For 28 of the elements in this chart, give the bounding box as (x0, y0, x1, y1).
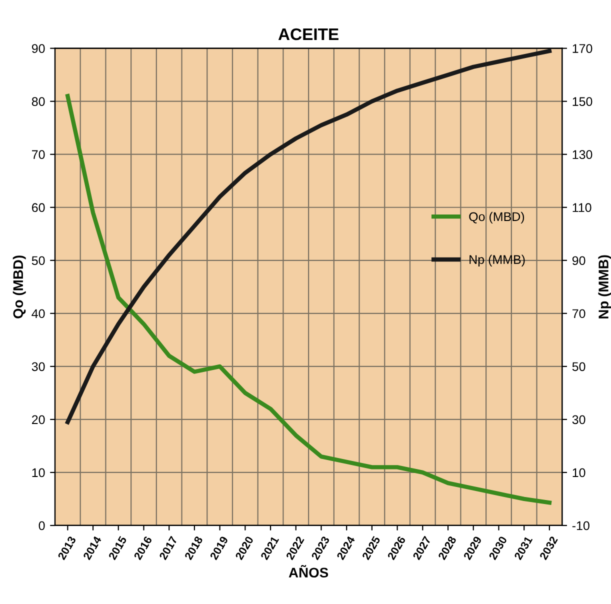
line-series (66, 94, 552, 505)
y2-axis-title: Np (MMB) (598, 255, 611, 318)
y2-tick-label: 150 (572, 97, 592, 106)
line-series (66, 48, 552, 424)
chart-title: ACEITE (278, 28, 338, 40)
y-tick-label: 20 (32, 415, 45, 424)
legend-label: Np (MMB) (470, 254, 525, 266)
y2-tick-label: 130 (572, 150, 592, 160)
y-tick-label: 80 (32, 97, 45, 106)
y2-tick-label: -10 (572, 521, 590, 530)
y-tick-label: 50 (32, 256, 45, 266)
x-axis-title: AÑOS (288, 565, 328, 578)
y-tick-label: 40 (32, 309, 45, 318)
y-tick-label: 10 (32, 468, 45, 478)
y-tick-label: 90 (32, 44, 45, 53)
y-tick-label: 0 (38, 521, 45, 530)
y-tick-label: 70 (32, 150, 45, 160)
y2-tick-label: 70 (572, 309, 586, 318)
y-tick-label: 30 (32, 362, 45, 372)
y2-tick-label: 170 (572, 44, 592, 53)
y2-tick-label: 90 (572, 256, 586, 266)
legend-label: Qo (MBD) (469, 212, 524, 224)
y2-tick-label: 50 (572, 362, 586, 372)
y-axis-title: Qo (MBD) (12, 256, 26, 318)
y2-tick-label: 30 (572, 415, 586, 424)
y-tick-label: 60 (32, 203, 45, 212)
y2-tick-label: 10 (572, 468, 586, 478)
y2-tick-label: 110 (572, 203, 592, 212)
